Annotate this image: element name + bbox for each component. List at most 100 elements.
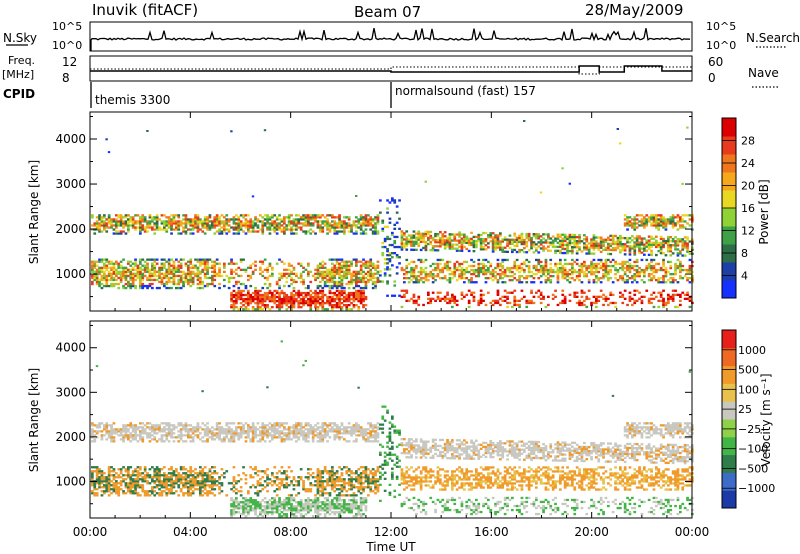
echo-cell bbox=[275, 216, 279, 219]
echo-cell bbox=[182, 492, 185, 495]
echo-cell bbox=[100, 222, 104, 225]
echo-cell bbox=[381, 221, 385, 224]
echo-cell bbox=[211, 426, 214, 429]
nave-right-tick-bottom: 0 bbox=[708, 71, 716, 85]
echo-cell bbox=[194, 480, 197, 483]
echo-cell bbox=[237, 222, 241, 225]
echo-cell bbox=[458, 264, 461, 268]
echo-cell bbox=[487, 236, 490, 239]
echo-cell bbox=[405, 289, 409, 292]
echo-cell bbox=[587, 279, 591, 282]
echo-cell bbox=[134, 424, 137, 427]
echo-cell bbox=[129, 466, 133, 469]
echo-cell bbox=[127, 226, 130, 229]
echo-cell bbox=[107, 478, 111, 481]
echo-cell bbox=[628, 247, 632, 250]
echo-cell bbox=[631, 235, 634, 238]
echo-cell bbox=[242, 428, 245, 431]
echo-cell bbox=[266, 214, 269, 217]
echo-cell bbox=[175, 258, 178, 261]
echo-cell bbox=[520, 262, 524, 266]
echo-cell bbox=[333, 300, 337, 303]
echo-cell bbox=[232, 270, 236, 273]
echo-cell bbox=[669, 216, 673, 219]
echo-cell bbox=[100, 286, 104, 290]
echo-cell bbox=[199, 260, 202, 263]
echo-cell bbox=[511, 250, 514, 254]
echo-cell bbox=[463, 241, 466, 244]
echo-cell bbox=[172, 272, 176, 275]
echo-cell bbox=[167, 264, 171, 267]
echo-cell bbox=[590, 262, 593, 266]
echo-cell bbox=[359, 276, 363, 280]
echo-cell bbox=[95, 224, 99, 227]
echo-cell bbox=[458, 249, 461, 252]
echo-cell bbox=[604, 240, 608, 243]
echo-cell bbox=[479, 295, 483, 298]
echo-cell bbox=[227, 218, 231, 221]
echo-cell bbox=[218, 482, 221, 485]
echo-cell bbox=[287, 228, 291, 231]
echo-cell bbox=[513, 266, 517, 270]
echo-cell bbox=[273, 289, 277, 293]
echo-cell bbox=[218, 220, 221, 223]
echo-cell bbox=[107, 274, 111, 278]
echo-cell bbox=[556, 262, 560, 266]
echo-cell bbox=[659, 243, 663, 247]
echo-cell bbox=[513, 244, 517, 248]
echo-cell bbox=[364, 260, 368, 263]
echo-cell bbox=[105, 268, 109, 271]
echo-cell bbox=[453, 273, 457, 276]
echo-cell bbox=[386, 258, 389, 261]
echo-cell bbox=[230, 306, 233, 309]
echo-cell bbox=[319, 226, 322, 229]
echo-cell bbox=[640, 239, 644, 242]
echo-cell bbox=[184, 426, 188, 429]
echo-cell bbox=[199, 228, 202, 231]
echo-cell bbox=[412, 260, 416, 264]
echo-cell bbox=[283, 218, 286, 221]
echo-cell bbox=[307, 224, 310, 227]
echo-cell bbox=[568, 273, 572, 276]
echo-cell bbox=[124, 432, 128, 435]
echo-cell bbox=[227, 276, 231, 280]
echo-cell bbox=[151, 258, 154, 261]
echo-cell bbox=[225, 214, 229, 217]
echo-cell bbox=[407, 277, 411, 280]
echo-cell bbox=[369, 228, 373, 231]
echo-cell bbox=[628, 220, 632, 223]
echo-cell bbox=[640, 218, 644, 221]
echo-cell bbox=[261, 293, 265, 297]
echo-cell bbox=[515, 240, 519, 244]
echo-cell bbox=[544, 247, 548, 250]
echo-cell bbox=[129, 218, 133, 221]
echo-cell bbox=[347, 222, 351, 225]
echo-cell bbox=[98, 216, 101, 219]
echo-cell bbox=[470, 291, 473, 294]
echo-cell bbox=[167, 268, 171, 271]
echo-cell bbox=[559, 235, 562, 238]
echo-cell bbox=[616, 270, 620, 274]
echo-cell bbox=[671, 279, 675, 282]
echo-cell bbox=[165, 486, 169, 489]
echo-cell bbox=[139, 472, 142, 475]
echo-cell bbox=[657, 299, 661, 302]
echo-cell bbox=[283, 232, 286, 235]
echo-cell bbox=[155, 492, 159, 495]
echo-cell bbox=[242, 466, 245, 469]
echo-cell bbox=[103, 264, 106, 267]
echo-cell bbox=[494, 301, 497, 305]
echo-cell bbox=[664, 239, 668, 243]
echo-cell bbox=[573, 279, 577, 282]
echo-cell bbox=[407, 270, 411, 274]
echo-cell bbox=[547, 237, 550, 240]
echo-cell bbox=[559, 249, 562, 253]
echo-cell bbox=[395, 256, 399, 259]
echo-cell bbox=[664, 275, 668, 278]
echo-cell bbox=[676, 264, 680, 268]
echo-cell bbox=[417, 270, 421, 274]
echo-cell bbox=[547, 245, 550, 248]
echo-cell bbox=[525, 258, 529, 262]
echo-cell bbox=[215, 432, 219, 435]
echo-cell bbox=[595, 262, 598, 266]
